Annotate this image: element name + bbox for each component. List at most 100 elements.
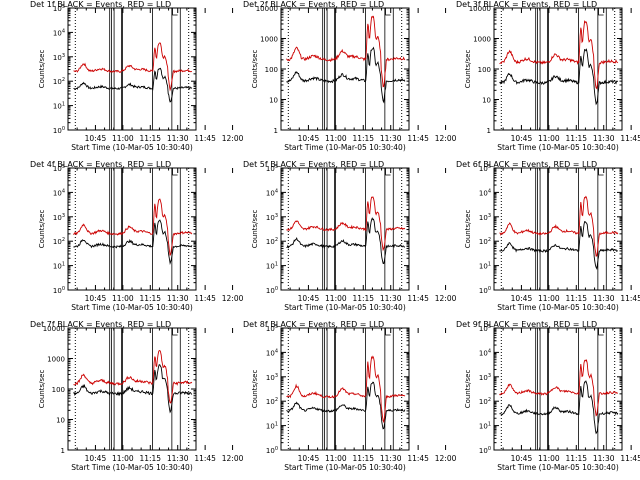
y-tick-label: 104 (53, 28, 65, 37)
y-axis-label: Counts/sec (38, 210, 46, 249)
y-tick-label: 104 (266, 348, 278, 357)
chart-det-7: Det 7f BLACK = Events, RED = LLD 1 10 100 10… (30, 320, 244, 472)
x-tick-label: 11:30 (593, 294, 615, 303)
x-axis-label: Start Time (10-Mar-05 10:30:40) (284, 143, 406, 152)
plot-frame (493, 7, 623, 131)
x-tick-label: 12:00 (222, 294, 244, 303)
y-tick-label: 1 (487, 127, 491, 135)
y-tick-label: 103 (266, 213, 278, 222)
y-tick-label: 1000 (47, 356, 65, 364)
x-tick-label: 11:30 (593, 134, 615, 143)
y-tick-label: 1 (274, 127, 278, 135)
x-tick-label: 12:00 (435, 134, 457, 143)
chart-title: Det 8f BLACK = Events, RED = LLD (243, 320, 384, 329)
chart-det-2: Det 2f BLACK = Events, RED = LLD 1 10 100 10… (243, 0, 457, 152)
y-tick-label: 103 (266, 373, 278, 382)
y-axis-label: Counts/sec (251, 50, 259, 89)
x-axis-label: Start Time (10-Mar-05 10:30:40) (71, 463, 193, 472)
series-line-events (499, 221, 619, 271)
y-tick-label: 1000 (473, 36, 491, 44)
series-line-events (286, 217, 406, 265)
chart-title: Det 5f BLACK = Events, RED = LLD (243, 160, 384, 169)
y-axis-label: Counts/sec (464, 50, 472, 89)
x-tick-label: 11:45 (407, 454, 429, 463)
y-tick-label: 101 (266, 422, 278, 431)
y-axis-label: Counts/sec (464, 210, 472, 249)
plot-frame (493, 167, 623, 291)
chart-title: Det 7f BLACK = Events, RED = LLD (30, 320, 171, 329)
x-tick-label: 12:00 (435, 454, 457, 463)
x-tick-label: 11:00 (538, 454, 560, 463)
plot-frame (280, 7, 410, 131)
chart-title: Det 2f BLACK = Events, RED = LLD (243, 0, 384, 9)
y-tick-label: 1 (61, 447, 65, 455)
x-tick-label: 10:45 (298, 294, 320, 303)
bracket-mark (598, 168, 604, 176)
chart-det-3: Det 3f BLACK = Events, RED = LLD 1 10 100 10… (456, 0, 640, 152)
x-axis-label: Start Time (10-Mar-05 10:30:40) (284, 463, 406, 472)
x-tick-label: 11:45 (194, 294, 216, 303)
x-tick-label: 11:15 (139, 134, 161, 143)
bracket-mark (385, 8, 391, 16)
y-tick-label: 102 (266, 237, 278, 246)
x-tick-label: 11:30 (380, 454, 402, 463)
y-axis-label: Counts/sec (38, 370, 46, 409)
y-tick-label: 104 (479, 188, 491, 197)
bracket-mark (598, 328, 604, 336)
x-axis-label: Start Time (10-Mar-05 10:30:40) (284, 303, 406, 312)
x-tick-label: 11:00 (112, 294, 134, 303)
y-tick-label: 10000 (469, 5, 491, 13)
y-tick-label: 100 (52, 386, 65, 394)
x-tick-label: 11:15 (139, 294, 161, 303)
y-tick-label: 104 (266, 188, 278, 197)
y-tick-label: 103 (479, 213, 491, 222)
x-tick-label: 11:00 (325, 134, 347, 143)
y-tick-label: 10 (269, 97, 278, 105)
x-tick-label: 11:45 (194, 134, 216, 143)
plot-frame (280, 327, 410, 451)
series-line-events (499, 380, 619, 435)
x-tick-label: 10:45 (298, 454, 320, 463)
chart-title: Det 6f BLACK = Events, RED = LLD (456, 160, 597, 169)
x-tick-label: 10:45 (85, 294, 107, 303)
y-tick-label: 103 (53, 213, 65, 222)
x-axis-label: Start Time (10-Mar-05 10:30:40) (497, 143, 619, 152)
x-tick-label: 11:45 (620, 134, 640, 143)
x-tick-label: 11:00 (325, 294, 347, 303)
x-axis-label: Start Time (10-Mar-05 10:30:40) (497, 463, 619, 472)
y-tick-label: 102 (53, 237, 65, 246)
x-tick-label: 11:15 (352, 454, 374, 463)
x-tick-label: 12:00 (222, 454, 244, 463)
y-axis-label: Counts/sec (38, 50, 46, 89)
y-tick-label: 105 (266, 164, 278, 173)
x-tick-label: 11:00 (538, 294, 560, 303)
y-tick-label: 100 (479, 286, 491, 295)
bracket-mark (385, 168, 391, 176)
y-tick-label: 101 (53, 102, 65, 111)
series-line-events (73, 364, 193, 414)
x-tick-label: 10:45 (298, 134, 320, 143)
y-tick-label: 100 (266, 446, 278, 455)
x-tick-label: 11:15 (565, 294, 587, 303)
y-axis-label: Counts/sec (251, 370, 259, 409)
chart-title: Det 3f BLACK = Events, RED = LLD (456, 0, 597, 9)
x-tick-label: 12:00 (435, 294, 457, 303)
x-tick-label: 11:00 (538, 134, 560, 143)
x-tick-label: 11:15 (139, 454, 161, 463)
x-tick-label: 11:45 (194, 454, 216, 463)
y-tick-label: 10000 (43, 325, 65, 333)
chart-title: Det 4f BLACK = Events, RED = LLD (30, 160, 171, 169)
x-axis-label: Start Time (10-Mar-05 10:30:40) (71, 303, 193, 312)
x-tick-label: 11:45 (407, 134, 429, 143)
bracket-mark (172, 8, 178, 16)
y-axis-label: Counts/sec (464, 370, 472, 409)
x-tick-label: 11:00 (112, 134, 134, 143)
bracket-mark (172, 328, 178, 336)
x-tick-label: 11:45 (620, 454, 640, 463)
y-tick-label: 101 (266, 262, 278, 271)
chart-det-6: Det 6f BLACK = Events, RED = LLD 100 101 10… (456, 160, 640, 312)
chart-det-4: Det 4f BLACK = Events, RED = LLD 100 101 10… (30, 160, 244, 312)
y-tick-label: 104 (479, 348, 491, 357)
series-line-events (499, 48, 619, 106)
y-tick-label: 10000 (256, 5, 278, 13)
